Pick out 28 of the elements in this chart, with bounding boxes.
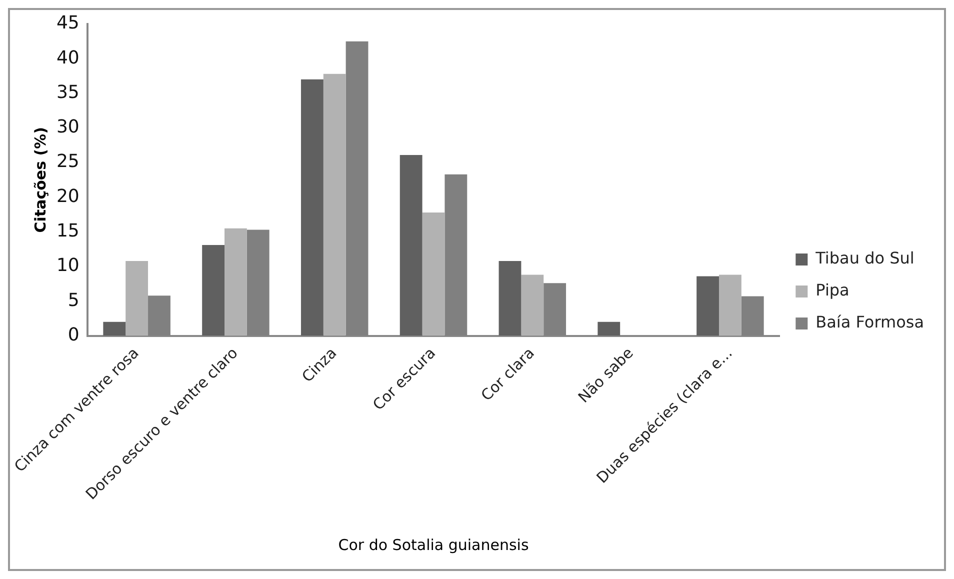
bar — [521, 274, 544, 336]
bar — [103, 322, 126, 336]
bar — [202, 245, 224, 336]
bar — [696, 276, 719, 336]
y-axis-title: Citações (%) — [31, 127, 50, 233]
legend-label: Pipa — [816, 280, 850, 300]
y-tick-label: 15 — [56, 220, 80, 242]
bar — [400, 154, 422, 336]
y-tick-label: 45 — [56, 12, 80, 34]
y-tick-label: 40 — [56, 47, 80, 68]
bar — [498, 260, 522, 336]
bar — [422, 212, 445, 336]
bar — [224, 228, 247, 336]
y-tick-label: 10 — [56, 255, 80, 276]
bar — [323, 74, 346, 336]
x-axis-title: Cor do Sotalia guianensis — [338, 536, 529, 554]
bar — [718, 274, 742, 336]
y-tick-label: 35 — [56, 82, 80, 103]
legend-label: Tibau do Sul — [814, 248, 914, 268]
bar — [598, 322, 620, 336]
y-tick-label: 25 — [56, 151, 80, 172]
y-tick-label: 0 — [68, 324, 80, 346]
bar — [126, 260, 148, 336]
legend-label: Baía Formosa — [816, 312, 924, 332]
y-tick-label: 30 — [56, 116, 80, 138]
bar — [300, 79, 324, 336]
y-tick-label: 5 — [68, 290, 80, 311]
y-tick-label: 20 — [56, 186, 80, 207]
